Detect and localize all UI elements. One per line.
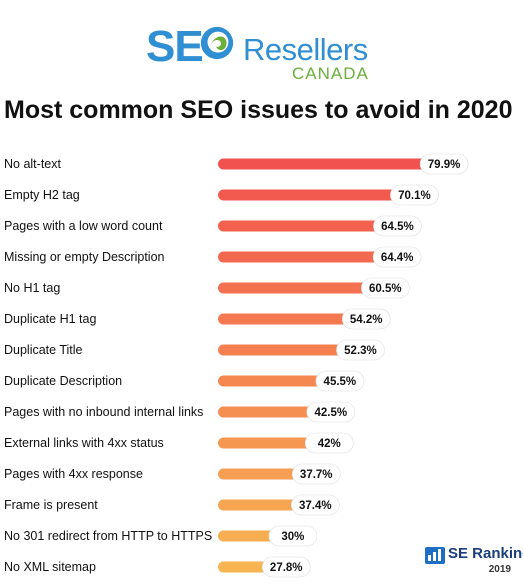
value-label: 64.5%: [381, 221, 414, 233]
value-label-pill: [419, 153, 469, 175]
logo-swirl-icon: [200, 26, 234, 60]
value-label-pill: [373, 215, 422, 237]
value-label: 54.2%: [350, 314, 383, 326]
value-labels: 79.9% 70.1% 64.5% 64.4% 60.5% 54.2% 52.3% 45.5%…: [261, 153, 469, 578]
se-ranking-brand: SE Ranking 2019: [425, 545, 523, 579]
value-label: 37.7%: [300, 469, 333, 481]
value-label: 45.5%: [324, 376, 357, 388]
value-label: 30%: [281, 531, 304, 543]
bar: [218, 282, 402, 294]
category-label: No XML sitemap: [4, 560, 96, 574]
logo-text-se: SE: [146, 22, 204, 71]
value-label: 42.5%: [314, 407, 347, 419]
value-label-pill: [291, 494, 340, 516]
logo-text-canada: CANADA: [292, 64, 369, 83]
brand-name: SE Ranking: [448, 545, 523, 562]
value-label-pill: [336, 339, 385, 361]
bars: [218, 158, 461, 573]
value-label-pill: [304, 432, 354, 454]
bar-chart: No alt-text Empty H2 tag Pages with a low …: [4, 153, 469, 578]
category-label: Missing or empty Description: [4, 250, 165, 264]
value-label-pill: [390, 184, 439, 206]
logo: SE Resellers CANADA: [140, 20, 400, 83]
value-label: 42%: [318, 438, 341, 450]
chart-title: Most common SEO issues to avoid in 2020: [4, 96, 513, 124]
value-label: 60.5%: [369, 283, 402, 295]
category-label: Pages with 4xx response: [4, 467, 143, 481]
value-label-pill: [341, 308, 391, 330]
category-label: Frame is present: [4, 498, 98, 512]
category-label: Pages with no inbound internal links: [4, 405, 203, 419]
bar-chart-icon: [425, 547, 445, 564]
value-label-pill: [361, 277, 410, 299]
category-label: Duplicate Description: [4, 374, 122, 388]
value-label-pill: [372, 246, 422, 268]
category-label: No H1 tag: [4, 281, 60, 295]
category-label: Duplicate H1 tag: [4, 312, 96, 326]
category-label: Duplicate Title: [4, 343, 83, 357]
category-label: No 301 redirect from HTTP to HTTPS: [4, 529, 212, 543]
value-label: 64.4%: [381, 252, 414, 264]
bar: [218, 220, 414, 232]
value-label: 27.8%: [270, 562, 303, 574]
value-label: 52.3%: [344, 345, 377, 357]
value-label: 37.4%: [299, 500, 332, 512]
category-label: No alt-text: [4, 157, 61, 171]
bar: [218, 251, 414, 263]
value-label: 79.9%: [428, 159, 461, 171]
logo-text-resellers: Resellers: [243, 32, 368, 67]
brand-year: 2019: [488, 564, 511, 575]
category-label: Empty H2 tag: [4, 188, 80, 202]
category-labels: No alt-text Empty H2 tag Pages with a low …: [4, 157, 212, 574]
value-label-pill: [315, 370, 365, 392]
value-label-pill: [291, 463, 341, 485]
value-label-pill: [268, 525, 318, 547]
value-label-pill: [306, 401, 356, 423]
value-label-pill: [261, 556, 311, 578]
bar: [218, 158, 461, 170]
category-label: External links with 4xx status: [4, 436, 164, 450]
bar: [218, 189, 431, 201]
category-label: Pages with a low word count: [4, 219, 163, 233]
value-label: 70.1%: [398, 190, 431, 202]
bar: [218, 313, 383, 325]
